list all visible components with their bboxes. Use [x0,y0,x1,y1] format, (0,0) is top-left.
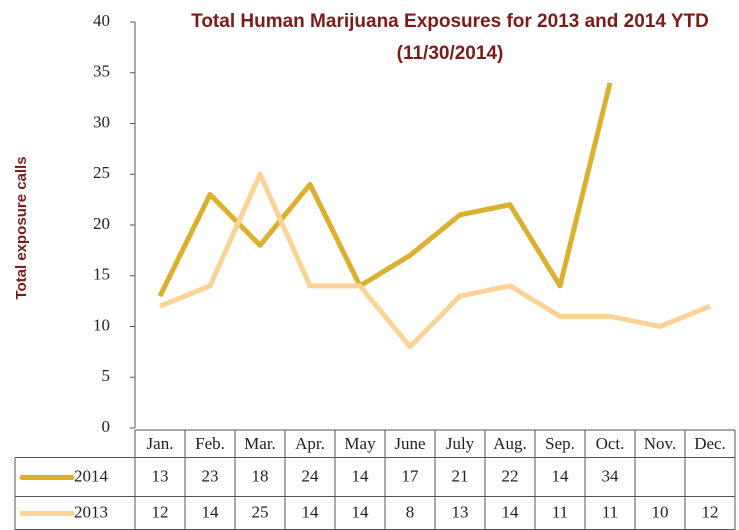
x-tick-label: Dec. [694,434,726,453]
table-value: 14 [352,502,370,521]
y-tick-label: 25 [93,163,110,182]
y-tick-label: 0 [102,417,111,436]
table-value: 24 [302,466,320,485]
table-value: 25 [252,502,269,521]
x-tick-label: Feb. [195,434,225,453]
table-value: 14 [502,502,520,521]
table-value: 21 [452,466,469,485]
table-value: 14 [202,502,220,521]
chart-title: Total Human Marijuana Exposures for 2013… [191,11,709,64]
table-value: 18 [252,466,269,485]
table-value: 11 [552,502,568,521]
y-axis-label: Total exposure calls [13,156,30,299]
table-value: 23 [202,466,219,485]
table-value: 11 [602,502,618,521]
table-value: 13 [152,466,169,485]
x-tick-label: Apr. [295,434,325,453]
x-tick-label: June [394,434,425,453]
table-value: 14 [302,502,320,521]
x-tick-label: Nov. [644,434,676,453]
x-tick-label: Oct. [596,434,625,453]
table-value: 34 [602,466,620,485]
table-value: 17 [402,466,420,485]
x-tick-label: Mar. [244,434,276,453]
table-value: 12 [702,502,719,521]
x-tick-label: July [446,434,475,453]
x-tick-label: Jan. [147,434,174,453]
legend-label: 2014 [74,466,109,485]
y-tick-label: 30 [93,112,110,131]
y-tick-label: 20 [93,214,110,233]
x-tick-label: Aug. [493,434,527,453]
legend-label: 2013 [74,502,108,521]
table-value: 14 [352,466,370,485]
y-tick-label: 15 [93,265,110,284]
table-value: 14 [552,466,570,485]
table-value: 22 [502,466,519,485]
table-value: 8 [406,502,415,521]
y-tick-label: 35 [93,62,110,81]
x-tick-label: Sep. [545,434,575,453]
table-value: 12 [152,502,169,521]
x-tick-label: May [344,434,376,453]
y-tick-label: 10 [93,315,110,334]
y-tick-label: 40 [93,11,110,30]
series-line [157,82,613,298]
table-value: 13 [452,502,469,521]
table-value: 10 [652,502,669,521]
series-line [159,171,711,350]
y-tick-label: 5 [102,366,111,385]
